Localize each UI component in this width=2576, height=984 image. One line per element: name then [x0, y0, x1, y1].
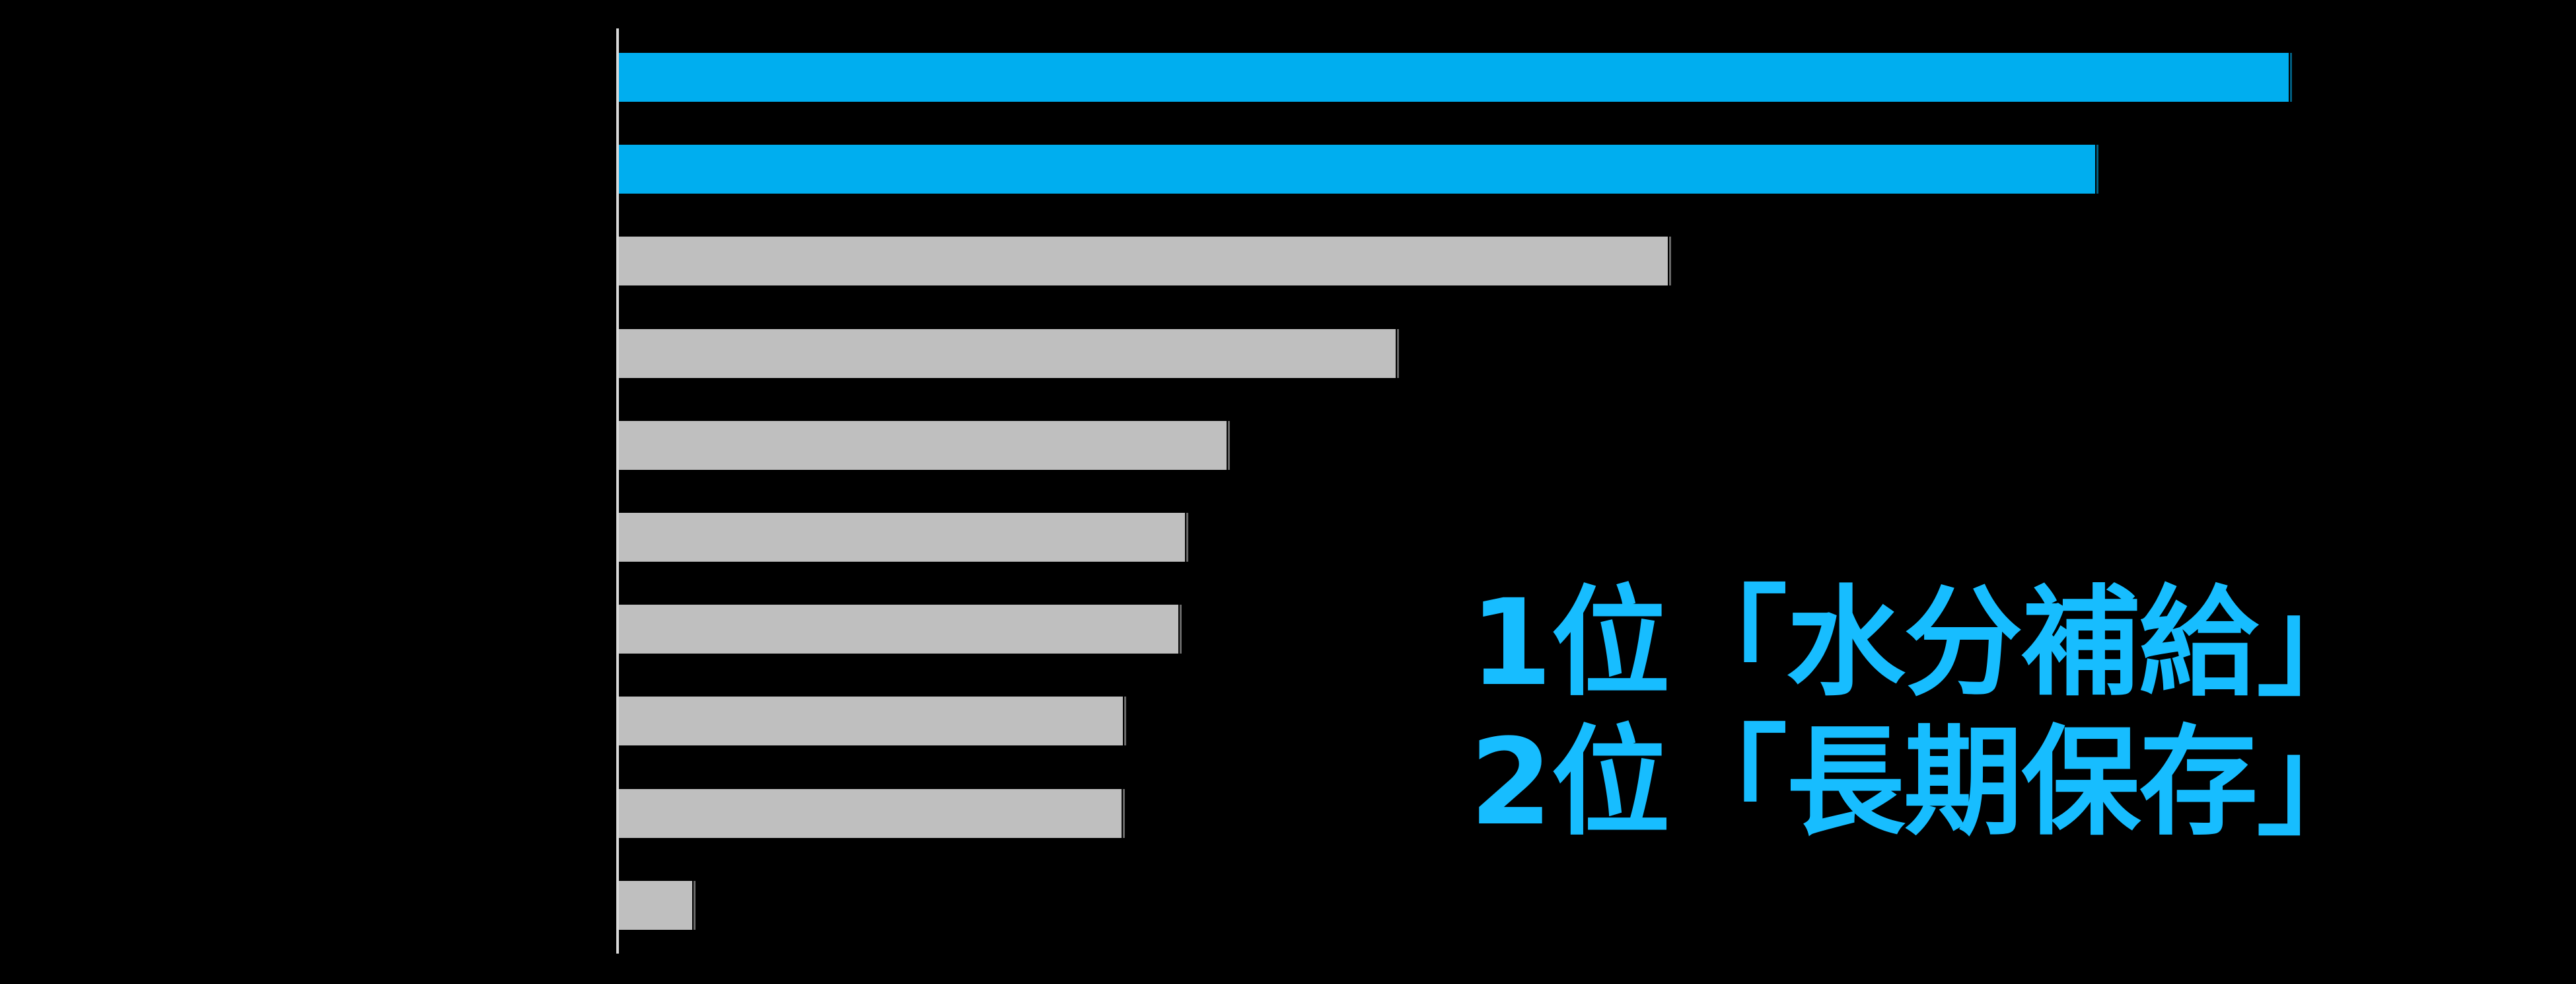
bar: [619, 789, 1125, 838]
bar: [619, 697, 1126, 745]
bar: [619, 237, 1671, 285]
bar: [619, 513, 1188, 562]
y-axis-line: [616, 28, 619, 954]
bar: [619, 421, 1230, 470]
bars-container: [619, 0, 2576, 984]
ranking-annotation: 1位「水分補給」 2位「長期保存」: [1470, 574, 2375, 852]
bar: [619, 145, 2098, 194]
bar: [619, 881, 696, 930]
annotation-line-2: 2位「長期保存」: [1470, 714, 2375, 852]
annotation-line-1: 1位「水分補給」: [1470, 574, 2375, 712]
bar: [619, 53, 2292, 102]
bar: [619, 329, 1399, 378]
bar: [619, 605, 1182, 654]
